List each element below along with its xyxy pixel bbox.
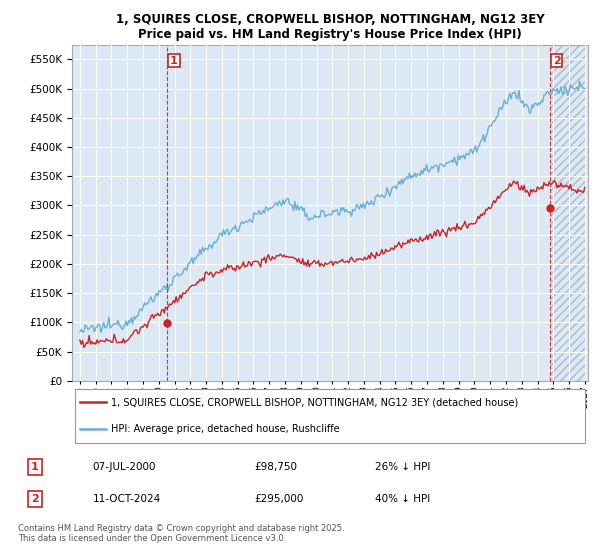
Text: HPI: Average price, detached house, Rushcliffe: HPI: Average price, detached house, Rush…	[110, 424, 340, 435]
Text: 07-JUL-2000: 07-JUL-2000	[92, 462, 156, 472]
Title: 1, SQUIRES CLOSE, CROPWELL BISHOP, NOTTINGHAM, NG12 3EY
Price paid vs. HM Land R: 1, SQUIRES CLOSE, CROPWELL BISHOP, NOTTI…	[116, 13, 544, 41]
Text: 1, SQUIRES CLOSE, CROPWELL BISHOP, NOTTINGHAM, NG12 3EY (detached house): 1, SQUIRES CLOSE, CROPWELL BISHOP, NOTTI…	[110, 397, 518, 407]
Text: 1: 1	[31, 462, 39, 472]
FancyBboxPatch shape	[74, 389, 586, 443]
Text: 2: 2	[31, 494, 39, 504]
Text: £295,000: £295,000	[254, 494, 303, 504]
Text: 1: 1	[170, 55, 178, 66]
Text: 40% ↓ HPI: 40% ↓ HPI	[375, 494, 430, 504]
Text: £98,750: £98,750	[254, 462, 297, 472]
Text: 26% ↓ HPI: 26% ↓ HPI	[375, 462, 430, 472]
Text: 11-OCT-2024: 11-OCT-2024	[92, 494, 161, 504]
Text: Contains HM Land Registry data © Crown copyright and database right 2025.
This d: Contains HM Land Registry data © Crown c…	[18, 524, 344, 543]
Text: 2: 2	[553, 55, 561, 66]
